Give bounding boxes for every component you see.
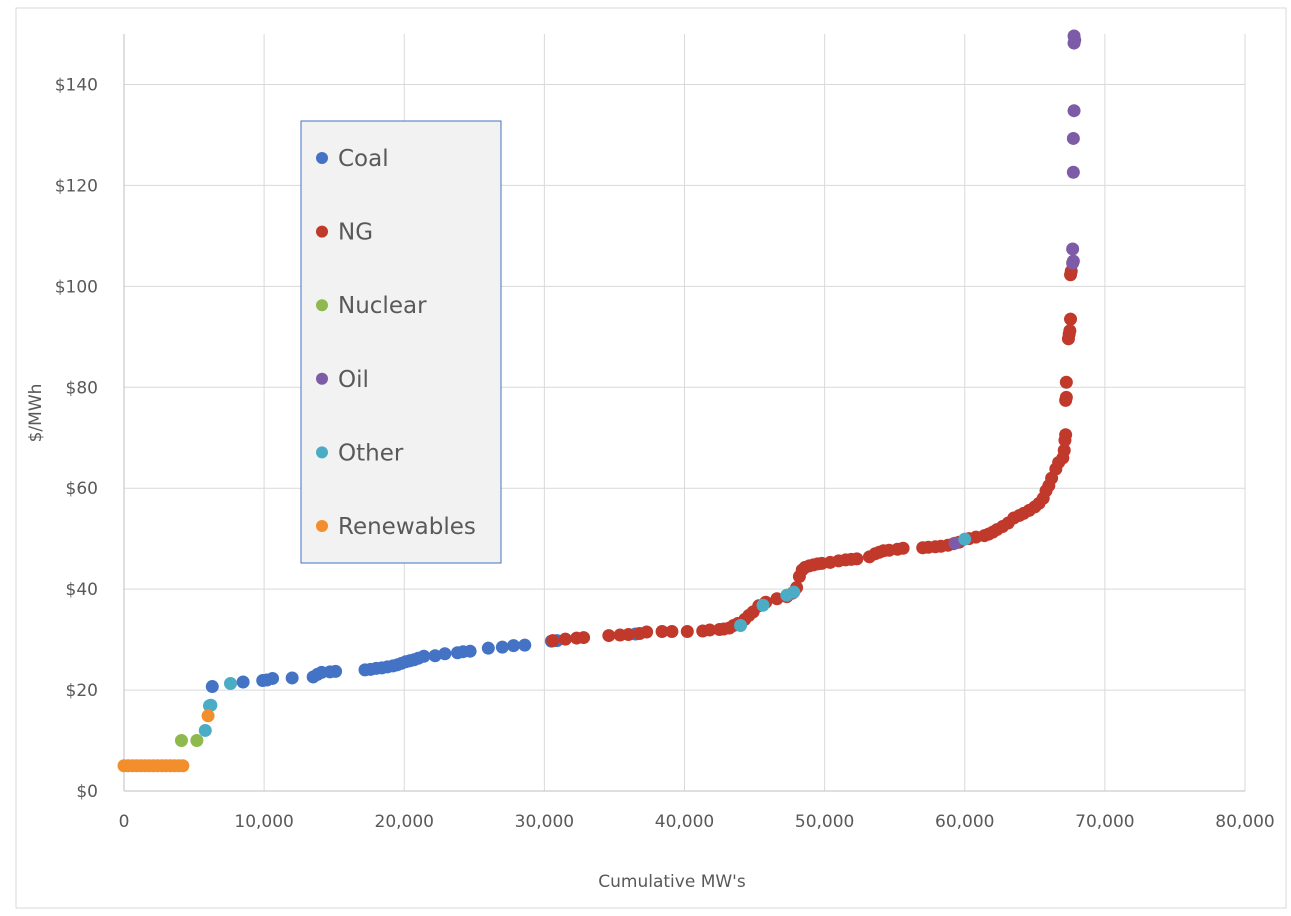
x-tick-label: 70,000 (1075, 812, 1134, 832)
other-data-point (734, 618, 748, 632)
y-tick-label: $40 (66, 580, 98, 600)
ng-data-point (896, 541, 910, 555)
ng-data-point (546, 634, 560, 648)
y-tick-label: $20 (66, 681, 98, 701)
oil-data-point (1066, 165, 1080, 179)
x-tick-label: 0 (119, 812, 130, 832)
legend-marker-ng (316, 225, 328, 238)
coal-data-point (205, 680, 219, 694)
legend-box (300, 120, 502, 564)
oil-data-point (1066, 254, 1080, 268)
legend-label-oil: Oil (338, 367, 369, 393)
ng-data-point (602, 629, 616, 643)
legend-marker-coal (316, 152, 328, 164)
legend-marker-oil (316, 372, 328, 385)
coal-data-point (438, 647, 452, 661)
other-data-point (198, 723, 212, 737)
oil-data-point (948, 536, 962, 550)
chart-border (15, 7, 1287, 909)
oil-data-point (1067, 29, 1081, 43)
other-data-point (204, 698, 218, 712)
legend-label-renewables: Renewables (338, 514, 476, 540)
ng-data-point (640, 625, 654, 639)
coal-data-point (285, 671, 299, 685)
coal-data-point (463, 644, 477, 658)
x-tick-label: 30,000 (515, 812, 574, 832)
ng-data-point (558, 632, 572, 646)
ng-data-point (703, 623, 717, 637)
ng-data-point (850, 552, 864, 566)
coal-data-point (266, 671, 280, 685)
legend-label-other: Other (338, 440, 404, 466)
oil-data-point (1067, 104, 1081, 118)
other-data-point (787, 585, 801, 599)
x-tick-label: 60,000 (935, 812, 994, 832)
y-tick-label: $80 (66, 378, 98, 398)
x-tick-label: 40,000 (655, 812, 714, 832)
oil-data-point (1066, 242, 1080, 256)
y-tick-label: $100 (55, 277, 98, 297)
y-tick-label: $120 (55, 176, 98, 196)
ng-data-point (1059, 375, 1073, 389)
legend-marker-nuclear (316, 299, 328, 312)
axes: 0 10,000 20,000 30,000 40,000 50,000 60,000 70,… (55, 34, 1275, 832)
legend-label-ng: NG (338, 220, 373, 246)
other-data-point (756, 598, 770, 612)
coal-data-point (507, 639, 521, 653)
x-tick-label: 50,000 (795, 812, 854, 832)
y-axis-title: $/MWh (26, 384, 46, 443)
coal-data-point (417, 649, 431, 663)
ng-data-point (1063, 324, 1077, 338)
legend: Coal NG Nuclear Oil Other Renewables (300, 120, 502, 564)
y-tick-label: $60 (66, 479, 98, 499)
x-tick-label: 80,000 (1215, 812, 1274, 832)
coal-data-point (428, 649, 442, 663)
y-tick-label: $0 (76, 782, 98, 802)
ng-data-point (665, 625, 679, 639)
ng-data-point (680, 625, 694, 639)
ng-data-point (1059, 390, 1073, 404)
legend-label-nuclear: Nuclear (338, 293, 427, 319)
ng-data-point (1057, 443, 1071, 457)
ng-data-point (770, 592, 784, 606)
ng-data-point (577, 631, 591, 645)
ng-data-point (1064, 312, 1078, 326)
legend-marker-renewables (316, 520, 328, 532)
oil-data-point (1066, 131, 1080, 145)
data-points (117, 29, 1082, 773)
other-data-point (223, 677, 237, 691)
x-tick-label: 10,000 (234, 812, 293, 832)
ng-data-point (655, 625, 669, 639)
x-tick-label: 20,000 (375, 812, 434, 832)
legend-marker-other (316, 446, 328, 459)
nuclear-data-point (174, 734, 188, 748)
coal-data-point (518, 638, 532, 652)
y-tick-label: $140 (55, 75, 98, 95)
legend-label-coal: Coal (338, 146, 389, 172)
nuclear-data-point (190, 734, 204, 748)
renewables-data-point (201, 709, 215, 723)
x-axis-title: Cumulative MW's (598, 872, 746, 892)
coal-data-point (236, 675, 250, 689)
ng-data-point (1059, 428, 1073, 442)
coal-data-point (495, 640, 509, 654)
ng-data-point (621, 628, 635, 642)
coal-data-point (481, 641, 495, 655)
other-data-point (958, 532, 972, 546)
renewables-data-point (176, 759, 190, 773)
coal-data-point (329, 664, 343, 678)
